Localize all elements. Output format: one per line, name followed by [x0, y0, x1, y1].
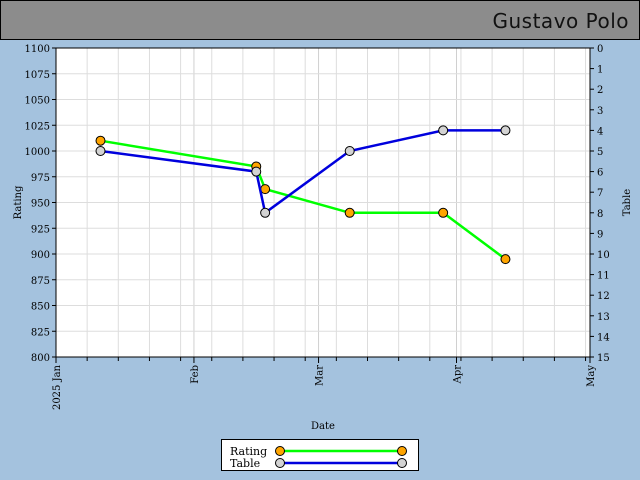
- right-tick-label: 14: [597, 332, 610, 343]
- series-line-rating: [100, 139, 507, 261]
- data-point-table: [438, 125, 449, 136]
- legend: Rating Table: [221, 439, 419, 471]
- right-tick-label: 9: [597, 229, 603, 240]
- left-tick-label: 1025: [25, 121, 50, 132]
- left-axis-title: Rating: [13, 185, 24, 219]
- data-point-table: [95, 146, 106, 156]
- data-point-table: [251, 166, 262, 177]
- chart-title: Gustavo Polo: [492, 9, 629, 33]
- x-tick-label: May: [586, 365, 597, 387]
- left-tick-label: 925: [31, 224, 50, 235]
- legend-marker: [397, 446, 407, 456]
- right-axis-title: Table: [622, 189, 633, 216]
- right-tick-label: 2: [597, 85, 603, 96]
- legend-label: Rating: [230, 445, 267, 458]
- series-line-table: [100, 129, 506, 215]
- legend-label: Table: [230, 457, 260, 470]
- legend-marker: [275, 446, 285, 456]
- right-tick-label: 12: [597, 291, 610, 302]
- title-bar: Gustavo Polo: [0, 0, 640, 40]
- left-tick-label: 975: [31, 173, 50, 184]
- right-tick-label: 3: [597, 106, 603, 117]
- legend-marker: [397, 458, 407, 468]
- right-tick-label: 4: [597, 126, 603, 137]
- left-tick-label: 950: [31, 199, 50, 210]
- right-tick-label: 5: [597, 147, 603, 158]
- left-tick-label: 800: [31, 353, 50, 364]
- left-tick-label: 1100: [25, 44, 50, 55]
- left-tick-label: 875: [31, 276, 50, 287]
- right-tick-label: 10: [597, 250, 610, 261]
- right-tick-label: 13: [597, 312, 610, 323]
- data-point-rating: [500, 254, 511, 265]
- left-tick-label: 1075: [25, 70, 50, 81]
- x-axis-title: Date: [311, 421, 335, 432]
- right-tick-label: 7: [597, 188, 603, 199]
- left-tick-label: 850: [31, 302, 50, 313]
- data-point-table: [260, 207, 271, 218]
- right-tick-label: 0: [597, 44, 603, 55]
- data-point-rating: [344, 207, 355, 218]
- right-tick-label: 1: [597, 65, 603, 76]
- left-tick-label: 1000: [25, 147, 50, 158]
- left-tick-label: 1050: [25, 96, 50, 107]
- x-tick-label: Mar: [315, 365, 326, 386]
- x-tick-label: Apr: [453, 365, 464, 385]
- legend-marker: [275, 458, 285, 468]
- data-point-rating: [260, 184, 271, 195]
- data-point-table: [500, 125, 511, 136]
- right-tick-label: 6: [597, 168, 603, 179]
- data-point-rating: [438, 207, 449, 218]
- right-tick-label: 11: [597, 271, 610, 282]
- data-point-rating: [95, 135, 106, 146]
- x-tick-label: Feb: [190, 365, 201, 384]
- right-tick-label: 8: [597, 209, 603, 220]
- right-tick-label: 15: [597, 353, 610, 364]
- left-tick-label: 825: [31, 327, 50, 338]
- left-tick-label: 900: [31, 250, 50, 261]
- x-tick-label: 2025 Jan: [52, 364, 63, 410]
- data-point-table: [344, 146, 355, 156]
